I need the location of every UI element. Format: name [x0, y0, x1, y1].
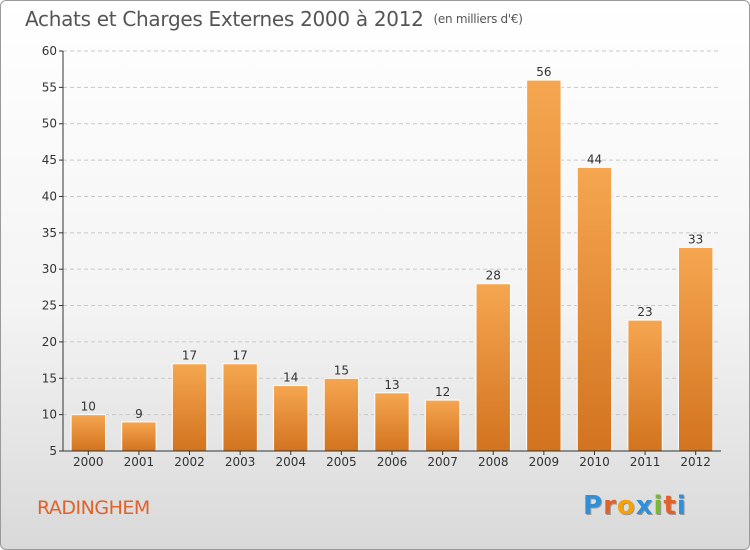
logo-letter: i: [676, 491, 687, 521]
x-tick-label: 2011: [630, 455, 661, 469]
x-tick-label: 2007: [427, 455, 458, 469]
proxiti-logo: Proxiti: [583, 491, 687, 521]
bar-2008: [475, 283, 511, 452]
y-tick-label: 55: [42, 80, 57, 94]
chart-title: Achats et Charges Externes 2000 à 2012 (e…: [25, 7, 523, 31]
x-tick-label: 2004: [275, 455, 306, 469]
x-tick-label: 2006: [377, 455, 408, 469]
bar-value-label: 44: [587, 152, 602, 166]
bar-value-label: 17: [182, 349, 197, 363]
bar-value-label: 9: [135, 407, 143, 421]
bar-value-label: 10: [81, 400, 96, 414]
y-tick-label: 30: [42, 262, 57, 276]
bar-2003: [222, 363, 258, 452]
bar-2005: [323, 377, 360, 452]
bar-value-label: 12: [435, 385, 450, 399]
x-tick-label: 2008: [478, 455, 509, 469]
place-name: RADINGHEM: [37, 497, 150, 519]
axes: 5 10 15 20 25 30 35 40 45 50 55 60 2000 2001 2002 2003 2…: [42, 44, 721, 469]
bar-2012: [677, 246, 714, 452]
x-tick-label: 2000: [73, 455, 104, 469]
y-tick-label: 35: [42, 226, 57, 240]
logo-letter: P: [583, 491, 604, 521]
logo-letter: o: [616, 491, 636, 521]
bar-value-label: 17: [233, 349, 248, 363]
bar-2004: [273, 385, 309, 452]
bar-value-label: 15: [334, 363, 349, 377]
chart-subtitle: (en milliers d'€): [433, 12, 523, 26]
bar-2006: [374, 392, 410, 452]
bar-2007: [424, 399, 461, 452]
y-tick-label: 5: [49, 444, 57, 458]
bar-2001: [121, 421, 157, 452]
y-tick-label: 45: [42, 153, 57, 167]
y-tick-label: 40: [42, 189, 57, 203]
x-tick-label: 2009: [529, 455, 560, 469]
x-tick-label: 2002: [174, 455, 205, 469]
x-tick-label: 2012: [680, 455, 711, 469]
bar-2009: [526, 79, 562, 452]
logo-letter: r: [603, 491, 617, 521]
bar-value-label: 33: [688, 232, 703, 246]
x-tick-label: 2001: [124, 455, 155, 469]
bar-2000: [70, 414, 107, 452]
bars: 10 9 17 17 14 15 13 12 28 56 44 23 33: [70, 65, 714, 452]
bar-value-label: 13: [384, 378, 399, 392]
y-tick-label: 60: [42, 44, 57, 58]
y-tick-label: 50: [42, 117, 57, 131]
y-tick-label: 15: [42, 371, 57, 385]
chart-title-text: Achats et Charges Externes 2000 à 2012: [25, 7, 424, 31]
logo-letter: x: [635, 491, 654, 521]
bar-2011: [627, 319, 663, 452]
x-tick-label: 2003: [225, 455, 256, 469]
x-tick-label: 2010: [579, 455, 610, 469]
grid-lines: [63, 50, 721, 416]
logo-letter: i: [653, 491, 664, 521]
bar-value-label: 14: [283, 371, 298, 385]
y-tick-label: 20: [42, 335, 57, 349]
y-tick-label: 10: [42, 408, 57, 422]
bar-value-label: 23: [637, 305, 652, 319]
bar-2002: [171, 363, 208, 452]
bar-value-label: 56: [536, 65, 551, 79]
x-tick-label: 2005: [326, 455, 357, 469]
bar-2010: [576, 166, 613, 452]
bar-value-label: 28: [486, 269, 501, 283]
logo-letter: t: [663, 491, 677, 521]
y-tick-label: 25: [42, 299, 57, 313]
